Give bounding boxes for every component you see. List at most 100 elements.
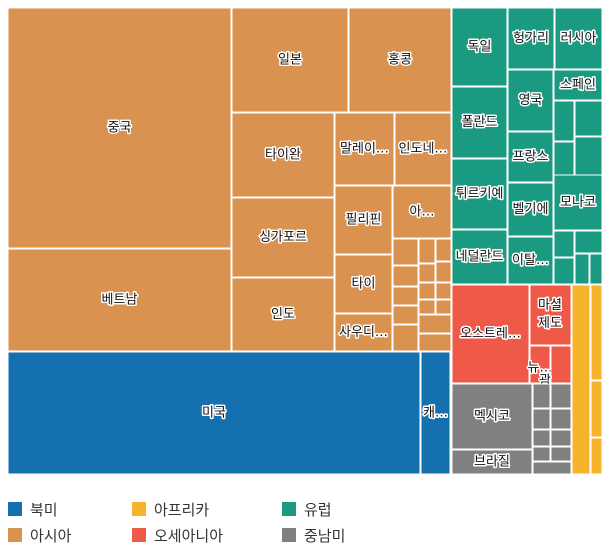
treemap-label-europe-10: 네덜란드 bbox=[456, 250, 504, 265]
treemap-cell-europe-20[interactable] bbox=[589, 253, 603, 285]
treemap-cell-africa-2[interactable] bbox=[590, 380, 603, 438]
treemap-cell-asia-4[interactable] bbox=[231, 112, 335, 198]
legend-item-africa[interactable]: 아프리카 bbox=[132, 498, 209, 520]
treemap-cell-africa-0[interactable] bbox=[571, 284, 591, 475]
treemap-cell-latin-america-6[interactable] bbox=[532, 429, 551, 447]
treemap-label-europe-4: 영국 bbox=[519, 93, 543, 108]
treemap-label-europe-6: 튀르키예 bbox=[456, 187, 504, 202]
treemap-cell-north-america-0[interactable] bbox=[7, 351, 421, 475]
treemap-cell-europe-4[interactable] bbox=[507, 69, 554, 132]
treemap-cell-europe-8[interactable] bbox=[507, 182, 554, 237]
treemap-cell-europe-1[interactable] bbox=[507, 7, 555, 70]
treemap-label-asia-11: 타이 bbox=[352, 277, 376, 292]
treemap-label-asia-0: 중국 bbox=[108, 121, 132, 136]
treemap-cell-asia-6[interactable] bbox=[231, 277, 335, 352]
treemap-cell-asia-2[interactable] bbox=[231, 7, 349, 113]
treemap-group-africa bbox=[571, 284, 603, 475]
treemap-cell-asia-22[interactable] bbox=[392, 305, 419, 325]
treemap-label-asia-9: 필리핀 bbox=[346, 213, 382, 228]
treemap-cell-latin-america-5[interactable] bbox=[550, 408, 572, 430]
treemap-cell-europe-15[interactable] bbox=[574, 136, 603, 176]
treemap-group-oceania: 오스트레…마셜 제도뉴…괌 bbox=[451, 284, 572, 390]
treemap-cell-europe-12[interactable] bbox=[553, 100, 575, 142]
treemap-cell-asia-14[interactable] bbox=[418, 238, 436, 264]
treemap-label-oceania-0: 오스트레… bbox=[460, 327, 521, 342]
treemap-cell-asia-17[interactable] bbox=[435, 261, 452, 283]
treemap-cell-europe-13[interactable] bbox=[574, 100, 603, 137]
treemap-label-north-america-1: 캐… bbox=[423, 406, 448, 421]
treemap-cell-asia-8[interactable] bbox=[394, 112, 452, 186]
treemap-cell-europe-10[interactable] bbox=[451, 229, 508, 285]
treemap-cell-asia-26[interactable] bbox=[418, 314, 452, 334]
treemap-label-asia-6: 인도 bbox=[271, 307, 295, 322]
treemap-cell-asia-3[interactable] bbox=[348, 7, 452, 113]
treemap-cell-asia-11[interactable] bbox=[334, 254, 393, 314]
treemap-label-asia-7: 말레이… bbox=[340, 142, 389, 157]
treemap-cell-asia-21[interactable] bbox=[435, 282, 452, 300]
treemap-cell-asia-10[interactable] bbox=[392, 185, 452, 239]
treemap-cell-europe-2[interactable] bbox=[554, 7, 603, 70]
treemap-cell-europe-16[interactable] bbox=[553, 230, 575, 258]
treemap-cell-europe-0[interactable] bbox=[451, 7, 508, 87]
treemap-label-europe-3: 폴란드 bbox=[462, 115, 498, 130]
treemap-cell-oceania-3[interactable] bbox=[550, 345, 572, 384]
treemap-label-europe-5: 스페인 bbox=[560, 78, 596, 93]
treemap-label-asia-2: 일본 bbox=[278, 53, 302, 68]
treemap-cell-asia-13[interactable] bbox=[392, 238, 419, 266]
treemap-cell-asia-1[interactable] bbox=[7, 248, 232, 352]
treemap-cell-latin-america-9[interactable] bbox=[550, 446, 572, 462]
legend-item-latin-america[interactable]: 중남미 bbox=[282, 524, 345, 546]
treemap-cell-europe-7[interactable] bbox=[507, 131, 554, 183]
legend-swatch-africa bbox=[132, 502, 146, 516]
treemap-cell-oceania-0[interactable] bbox=[451, 284, 530, 384]
treemap-cell-europe-5[interactable] bbox=[553, 69, 603, 101]
legend-label-oceania: 오세아니아 bbox=[154, 526, 224, 545]
treemap-cell-asia-7[interactable] bbox=[334, 112, 395, 186]
legend-item-asia[interactable]: 아시아 bbox=[8, 524, 71, 546]
legend-item-europe[interactable]: 유럽 bbox=[282, 498, 332, 520]
treemap-cell-asia-9[interactable] bbox=[334, 185, 393, 255]
treemap-cell-europe-19[interactable] bbox=[574, 253, 590, 285]
legend-item-north-america[interactable]: 북미 bbox=[8, 498, 58, 520]
treemap-cell-asia-15[interactable] bbox=[435, 238, 452, 262]
treemap-cell-latin-america-2[interactable] bbox=[532, 383, 551, 409]
legend-label-europe: 유럽 bbox=[304, 500, 332, 519]
legend-label-latin-america: 중남미 bbox=[304, 526, 346, 545]
treemap-cell-latin-america-0[interactable] bbox=[451, 383, 533, 450]
treemap-cell-africa-1[interactable] bbox=[590, 284, 603, 381]
treemap-cell-latin-america-4[interactable] bbox=[532, 408, 551, 430]
treemap-cell-latin-america-7[interactable] bbox=[550, 429, 572, 447]
treemap-cell-asia-16[interactable] bbox=[418, 263, 436, 283]
treemap-cell-europe-14[interactable] bbox=[553, 141, 575, 176]
treemap-cell-asia-23[interactable] bbox=[418, 299, 436, 315]
treemap-cell-asia-24[interactable] bbox=[435, 299, 452, 315]
treemap-cell-asia-18[interactable] bbox=[392, 265, 419, 287]
treemap-cell-europe-6[interactable] bbox=[451, 158, 508, 230]
legend-label-north-america: 북미 bbox=[30, 500, 58, 519]
treemap-cell-europe-11[interactable] bbox=[507, 236, 554, 285]
treemap-label-asia-1: 베트남 bbox=[102, 293, 138, 308]
treemap-cell-north-america-1[interactable] bbox=[420, 351, 451, 475]
treemap-cell-asia-25[interactable] bbox=[392, 324, 419, 352]
treemap-group-north-america: 미국 캐… bbox=[7, 351, 451, 475]
treemap-cell-oceania-2[interactable] bbox=[529, 345, 551, 384]
treemap-cell-latin-america-8[interactable] bbox=[532, 446, 551, 462]
treemap-cell-asia-20[interactable] bbox=[418, 282, 436, 300]
treemap-cell-asia-0[interactable] bbox=[7, 7, 232, 249]
treemap-cell-oceania-1[interactable] bbox=[529, 284, 572, 346]
treemap-cell-latin-america-1[interactable] bbox=[451, 449, 533, 475]
treemap-cell-asia-5[interactable] bbox=[231, 197, 335, 278]
treemap-cell-europe-9[interactable] bbox=[553, 174, 603, 231]
treemap-cell-europe-17[interactable] bbox=[574, 230, 603, 254]
treemap-cell-asia-12[interactable] bbox=[334, 313, 393, 352]
treemap-label-latin-america-1: 브라질 bbox=[474, 455, 510, 470]
treemap-cell-africa-3[interactable] bbox=[590, 437, 603, 475]
treemap-cell-asia-27[interactable] bbox=[418, 333, 452, 352]
treemap-cell-europe-18[interactable] bbox=[553, 257, 575, 285]
legend-item-oceania[interactable]: 오세아니아 bbox=[132, 524, 223, 546]
treemap-cell-europe-3[interactable] bbox=[451, 86, 508, 159]
treemap-cell-latin-america-3[interactable] bbox=[550, 383, 572, 409]
treemap-cell-asia-19[interactable] bbox=[392, 286, 419, 306]
treemap-cell-latin-america-10[interactable] bbox=[532, 461, 572, 475]
